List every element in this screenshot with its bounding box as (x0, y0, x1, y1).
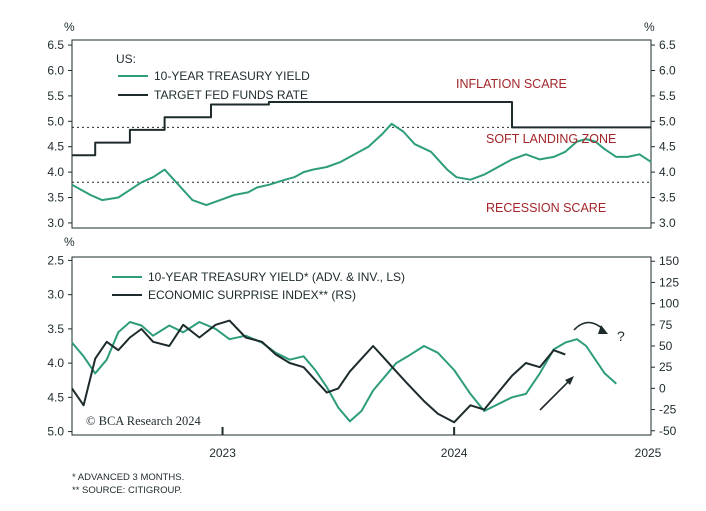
bottom-left-tick-label: 4.5 (47, 390, 64, 404)
top-left-tick-label: 3.5 (47, 191, 64, 205)
top-chart-title: US: (116, 52, 136, 66)
bottom-right-tick-label: 100 (659, 297, 679, 311)
top-left-tick-label: 6.5 (47, 38, 64, 52)
bottom-right-tick-label: 50 (659, 339, 673, 353)
bottom-left-tick-label: 4.0 (47, 356, 64, 370)
top-right-tick-label: 5.5 (659, 89, 676, 103)
bottom-right-tick-label: 150 (659, 254, 679, 268)
bottom-right-tick-label: 75 (659, 318, 673, 332)
economic-surprise-line (71, 319, 566, 424)
top-right-tick-label: 5.0 (659, 114, 676, 128)
bottom-right-tick-label: 0 (659, 381, 666, 395)
bottom-right-tick-label: 125 (659, 275, 679, 289)
bottom-right-tick-label: -50 (659, 424, 677, 438)
top-right-tick-label: 6.5 (659, 38, 676, 52)
legend-label-treasury: 10-YEAR TREASURY YIELD (154, 69, 310, 83)
up-arrow (539, 379, 571, 411)
annotation-soft-landing: SOFT LANDING ZONE (486, 132, 616, 146)
fed-funds-line (72, 101, 651, 157)
top-right-tick-label: 4.5 (659, 140, 676, 154)
turn-arrow (573, 321, 605, 331)
bottom-right-tick-label: 25 (659, 360, 673, 374)
top-right-tick-label: 4.0 (659, 165, 676, 179)
up-arrow-head (565, 376, 574, 385)
bottom-left-tick-label: 2.5 (47, 253, 64, 267)
turn-arrow-head (598, 325, 608, 334)
treasury-yield-line (71, 122, 652, 207)
bottom-left-tick-label: 3.0 (47, 288, 64, 302)
footnote-1: * ADVANCED 3 MONTHS. (72, 472, 184, 483)
bottom-left-tick-label: 5.0 (47, 425, 64, 439)
credit-text: © BCA Research 2024 (86, 414, 201, 428)
bottom-right-tick-label: -25 (659, 403, 677, 417)
question-mark: ? (617, 328, 625, 344)
bottom-axis-ticks: 2.5 3.0 3.5 4.0 4.5 5.0 150 125 100 75 50 25 0 -25 -50… (47, 253, 679, 460)
annotation-inflation-scare: INFLATION SCARE (456, 77, 567, 91)
legend-label-surprise: ECONOMIC SURPRISE INDEX** (RS) (148, 288, 356, 302)
legend-label-fedfunds: TARGET FED FUNDS RATE (154, 88, 308, 102)
top-axis-ticks: 6.5 6.5 6.0 6.0 5.5 5.5 5.0 5.0 4.5 4.5 4.0 4.0 3.5 3… (47, 38, 676, 230)
top-unit-left: % (64, 20, 75, 34)
top-right-tick-label: 3.0 (659, 216, 676, 230)
top-left-tick-label: 4.0 (47, 165, 64, 179)
top-right-tick-label: 6.0 (659, 63, 676, 77)
top-left-tick-label: 6.0 (47, 63, 64, 77)
top-left-tick-label: 5.0 (47, 114, 64, 128)
treasury-yield-adv-line (71, 321, 617, 423)
x-tick-label: 2025 (635, 446, 662, 460)
legend-label-treasury-adv: 10-YEAR TREASURY YIELD* (ADV. & INV., LS… (148, 270, 405, 284)
top-panel-frame (71, 39, 652, 229)
top-right-tick-label: 3.5 (659, 191, 676, 205)
top-left-tick-label: 5.5 (47, 89, 64, 103)
top-left-tick-label: 3.0 (47, 216, 64, 230)
bottom-series (71, 319, 617, 424)
footnote-2: ** SOURCE: CITIGROUP. (72, 485, 182, 496)
bottom-left-tick-label: 3.5 (47, 322, 64, 336)
bottom-unit-left: % (64, 235, 75, 249)
top-left-tick-label: 4.5 (47, 140, 64, 154)
x-tick-label: 2023 (209, 446, 236, 460)
annotation-recession-scare: RECESSION SCARE (486, 201, 606, 215)
top-series (71, 101, 652, 207)
top-unit-right: % (644, 20, 655, 34)
x-tick-label: 2024 (441, 446, 468, 460)
